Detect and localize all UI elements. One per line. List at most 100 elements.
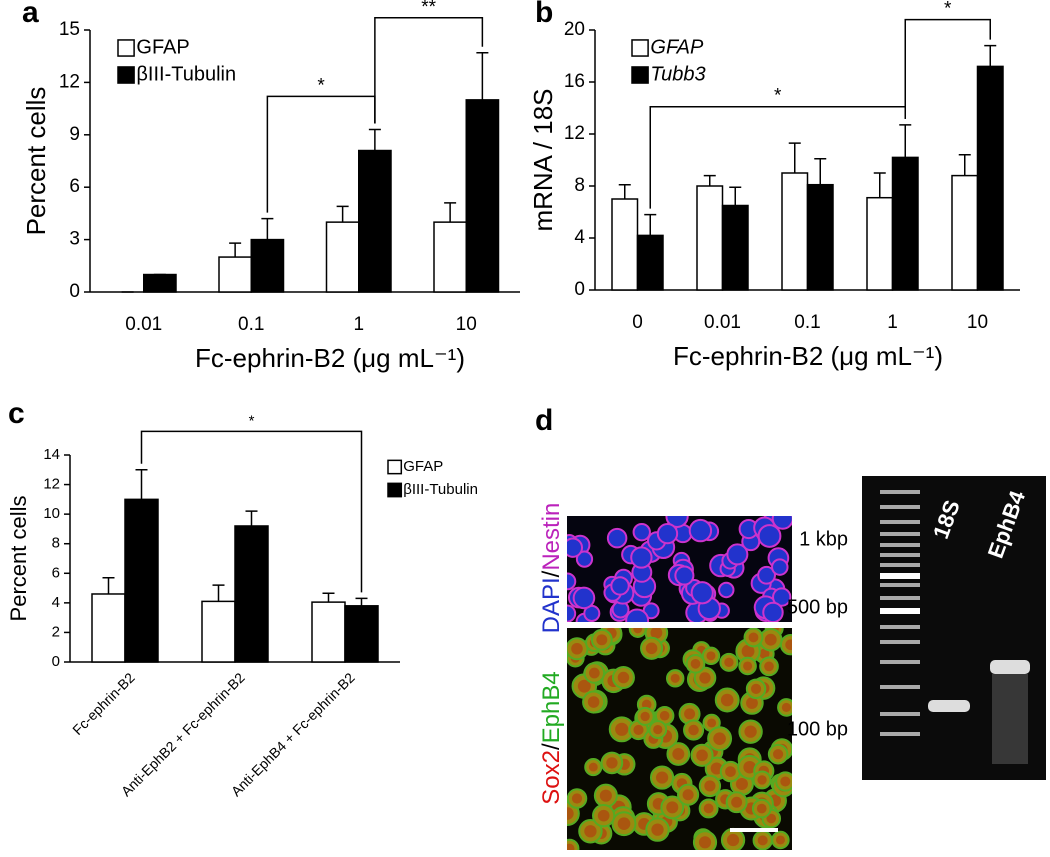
bar: [433, 221, 467, 293]
nucleus: [766, 813, 777, 824]
panel-label: d: [535, 404, 553, 437]
bar: [311, 601, 346, 663]
nucleus: [759, 648, 770, 659]
bar: [976, 65, 1004, 291]
nucleus: [633, 628, 643, 634]
nucleus: [781, 702, 791, 712]
error-bar: [212, 584, 225, 602]
cell: [726, 543, 749, 566]
bar: [465, 99, 500, 293]
legend-swatch: [387, 482, 403, 498]
nucleus: [704, 780, 716, 792]
legend-label: GFAP: [403, 458, 443, 475]
bar: [250, 238, 285, 293]
error-bar: [703, 174, 716, 186]
nucleus: [746, 697, 758, 709]
nucleus: [682, 789, 694, 801]
ladder-band: [880, 712, 920, 716]
nucleus: [617, 671, 630, 684]
legend-label: βIII-Tubulin: [136, 63, 236, 85]
y-tick-label: 14: [43, 446, 60, 463]
nucleus: [707, 718, 717, 728]
marker-label: 500 bp: [787, 596, 848, 618]
nucleus: [710, 762, 723, 775]
y-tick-label: 8: [574, 175, 585, 196]
cell: [567, 572, 577, 591]
nucleus: [588, 667, 600, 679]
nucleus: [615, 722, 629, 736]
stain-label: DAPI/Nestin: [538, 503, 565, 634]
legend-swatch: [387, 459, 403, 475]
bar: [891, 156, 919, 291]
error-bar: [873, 172, 886, 198]
nucleus: [731, 796, 743, 808]
nucleus: [744, 725, 757, 738]
y-axis-title: mRNA / 18S: [528, 88, 558, 231]
x-tick-label: 0.01: [125, 314, 162, 335]
legend-label: Tubb3: [650, 63, 705, 85]
y-tick-label: 6: [69, 176, 80, 197]
bar: [696, 185, 724, 291]
cell: [674, 565, 695, 586]
ladder-band: [880, 573, 920, 579]
ladder-band: [880, 505, 920, 509]
nucleus: [587, 696, 600, 708]
cell: [567, 537, 584, 558]
error-bar: [618, 183, 631, 199]
nucleus: [785, 639, 792, 651]
legend-label: βIII-Tubulin: [403, 481, 478, 498]
bar: [234, 525, 269, 663]
cell: [762, 601, 784, 622]
cell: [690, 581, 714, 605]
x-axis-title: Fc-ephrin-B2 (μg mL⁻¹): [195, 343, 465, 373]
significance-bracket: [649, 105, 906, 209]
nucleus: [577, 679, 591, 693]
ladder-band: [880, 563, 920, 567]
cell: [632, 522, 651, 542]
label-part: Sox2: [538, 750, 565, 805]
error-bar: [261, 217, 274, 240]
nucleus: [696, 749, 708, 762]
nucleus: [651, 823, 664, 836]
nucleus: [726, 833, 740, 847]
nucleus: [750, 683, 762, 694]
nucleus: [567, 807, 574, 820]
error-bar: [984, 44, 997, 67]
nucleus: [606, 757, 618, 769]
legend-label: GFAP: [136, 36, 189, 58]
nucleus: [584, 825, 597, 838]
cell: [688, 518, 713, 543]
nucleus: [757, 835, 768, 846]
nucleus: [617, 817, 631, 831]
error-bar: [245, 510, 258, 526]
error-bar: [355, 597, 368, 606]
significance-bracket: [374, 17, 484, 124]
ladder-band: [880, 596, 920, 600]
bar: [636, 234, 664, 291]
ladder-band: [880, 660, 920, 664]
nucleus: [653, 724, 663, 735]
y-tick-label: 3: [69, 229, 80, 250]
cell: [610, 576, 630, 596]
x-tick-label: 10: [967, 312, 988, 333]
label-part: DAPI: [538, 577, 565, 633]
label-part: EphB4: [538, 671, 565, 743]
nucleus: [670, 673, 680, 683]
y-tick-label: 4: [574, 227, 585, 248]
error-bar: [644, 213, 657, 236]
nucleus: [571, 642, 583, 655]
nucleus: [567, 843, 575, 850]
nucleus: [596, 634, 608, 646]
band-18s: [928, 700, 970, 712]
nucleus: [773, 749, 784, 760]
y-tick-label: 20: [564, 19, 585, 40]
stain-label: Sox2/EphB4: [538, 671, 565, 804]
x-axis-title: Fc-ephrin-B2 (μg mL⁻¹): [673, 341, 943, 371]
nucleus: [672, 747, 685, 760]
bar: [91, 593, 126, 663]
ladder-band: [880, 490, 920, 494]
nucleus: [650, 628, 663, 639]
error-bar: [958, 154, 971, 176]
cell: [718, 581, 735, 599]
label-part: /: [538, 743, 565, 750]
